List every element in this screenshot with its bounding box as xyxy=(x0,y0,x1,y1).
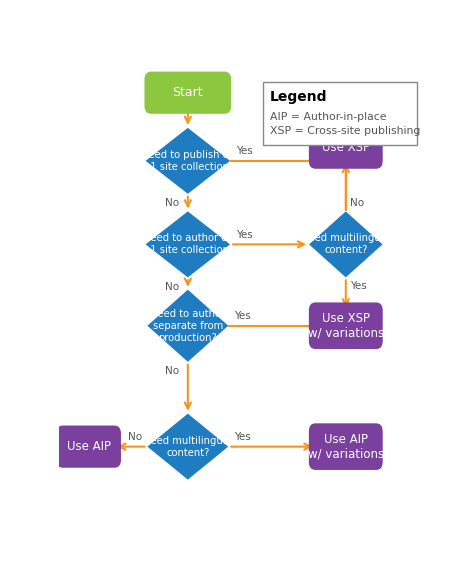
Text: Yes: Yes xyxy=(234,311,250,321)
Polygon shape xyxy=(146,211,230,278)
Text: Use XSP: Use XSP xyxy=(322,141,370,154)
Text: Need multilingual
content?: Need multilingual content? xyxy=(144,436,232,457)
Polygon shape xyxy=(309,211,383,278)
Text: Use XSP
w/ variations: Use XSP w/ variations xyxy=(308,312,384,340)
Text: No: No xyxy=(164,366,179,376)
Polygon shape xyxy=(146,128,230,194)
Text: Need to author
separate from
production?: Need to author separate from production? xyxy=(150,309,225,343)
Text: Need multilingual
content?: Need multilingual content? xyxy=(301,234,390,255)
Text: XSP = Cross-site publishing: XSP = Cross-site publishing xyxy=(270,126,420,136)
Text: Legend: Legend xyxy=(270,90,327,103)
Text: Yes: Yes xyxy=(236,146,252,156)
Text: Need to author on
>1 site collection?: Need to author on >1 site collection? xyxy=(142,234,234,255)
Text: AIP = Author-in-place: AIP = Author-in-place xyxy=(270,111,386,122)
Text: No: No xyxy=(164,282,179,292)
Text: Yes: Yes xyxy=(236,230,252,240)
FancyBboxPatch shape xyxy=(309,127,383,169)
FancyBboxPatch shape xyxy=(263,82,418,146)
Text: Use AIP: Use AIP xyxy=(67,440,110,453)
Text: No: No xyxy=(128,432,142,442)
Text: Yes: Yes xyxy=(350,281,367,291)
Text: No: No xyxy=(350,198,365,208)
Text: Yes: Yes xyxy=(234,432,250,442)
FancyBboxPatch shape xyxy=(145,71,231,114)
Text: Need to publish on
>1 site collection?: Need to publish on >1 site collection? xyxy=(141,150,235,172)
Polygon shape xyxy=(147,413,228,480)
FancyBboxPatch shape xyxy=(56,425,121,468)
Text: Start: Start xyxy=(173,86,203,99)
FancyBboxPatch shape xyxy=(309,303,383,349)
Text: Use AIP
w/ variations: Use AIP w/ variations xyxy=(308,433,384,461)
Polygon shape xyxy=(147,289,228,362)
FancyBboxPatch shape xyxy=(309,423,383,470)
Text: No: No xyxy=(164,198,179,208)
